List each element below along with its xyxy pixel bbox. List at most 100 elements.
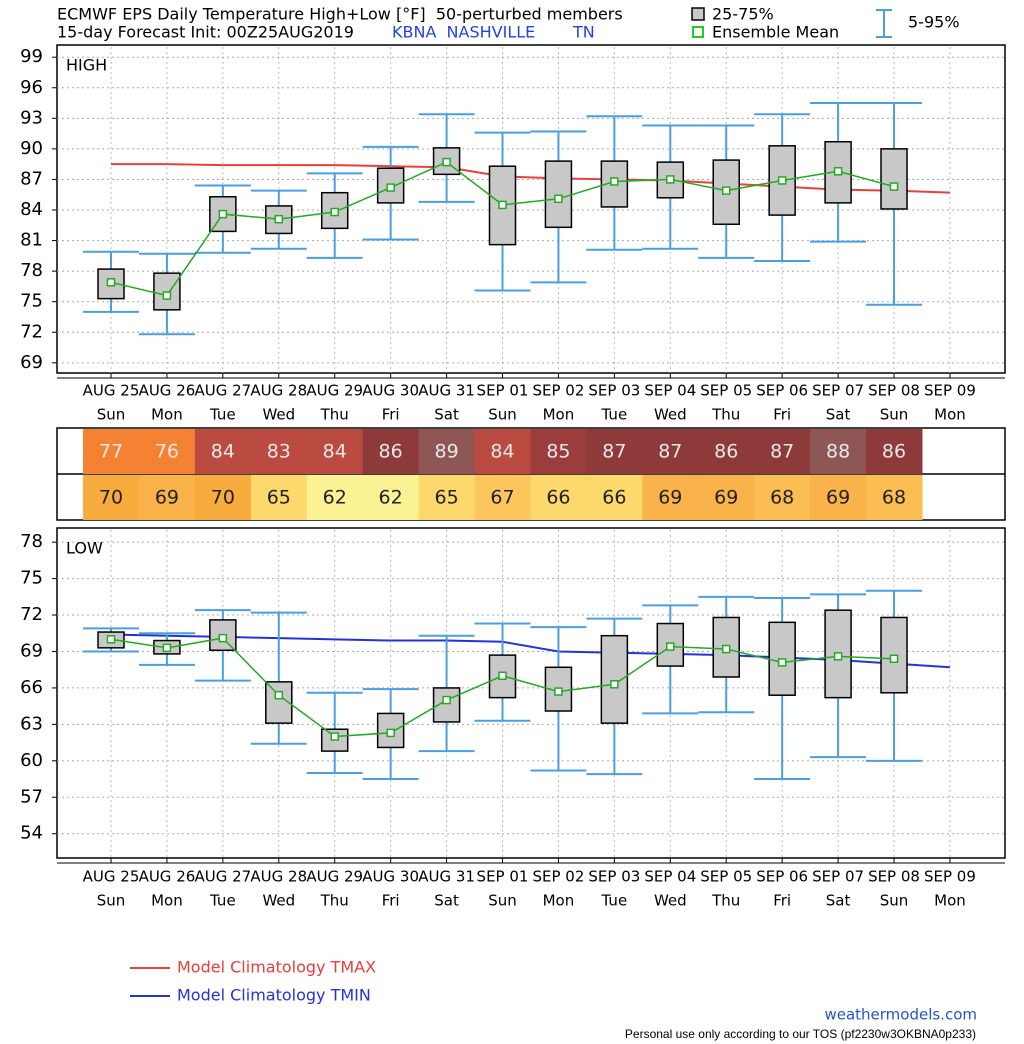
x-tick-label: SEP 02 [532,382,584,400]
mean-marker [610,680,619,689]
x-weekday-label: Sun [97,406,126,424]
table-value: 66 [602,487,626,509]
y-tick-label: 93 [20,107,43,128]
mean-marker [498,200,507,210]
table-cell [138,429,196,474]
mean-marker [666,642,675,651]
x-weekday-label: Tue [601,892,628,910]
tos-note: Personal use only according to our TOS (… [625,1027,976,1041]
mean-marker [833,652,843,661]
y-tick-label: 69 [20,640,43,661]
x-tick-label: AUG 26 [139,868,196,886]
y-tick-label: 63 [20,713,43,734]
x-weekday-label: Fri [382,892,400,910]
box [153,272,181,311]
box [880,148,908,210]
x-weekday-label: Sat [434,892,459,910]
box [824,609,852,699]
mean-marker [666,175,675,184]
state: TN [572,23,595,42]
mean-marker [442,695,451,705]
table-cell [474,475,531,520]
y-tick-label: 72 [20,321,43,342]
mean-marker [106,278,116,287]
table-cell [698,475,755,520]
x-tick-label: SEP 08 [868,868,920,886]
plot-frame [56,527,1006,859]
y-tick-label: 90 [20,138,43,159]
x-weekday-label: Mon [543,406,575,424]
x-weekday-label: Sun [97,892,126,910]
table-value: 84 [323,441,347,463]
table-value: 88 [826,441,850,463]
y-tick-label: 57 [20,786,43,807]
x-tick-label: AUG 27 [195,868,252,886]
table-value: 86 [882,441,906,463]
x-tick-label: SEP 09 [924,868,976,886]
x-weekday-label: Fri [773,406,791,424]
table-value: 84 [490,441,514,463]
legend-box: 25-75% [712,5,774,24]
legend-box-icon [691,7,705,21]
legend-mean: Ensemble Mean [712,23,839,42]
mean-marker [330,732,339,741]
table-cell [138,475,196,520]
mean-marker [721,644,731,654]
title: ECMWF EPS Daily Temperature High+Low [°F… [57,5,623,24]
mean-marker [162,291,172,300]
table-value: 83 [267,441,291,463]
x-tick-label: AUG 30 [362,382,419,400]
mean-marker [777,176,787,185]
mean-marker [498,671,507,681]
panel-label: HIGH [66,56,107,75]
mean-marker [274,214,284,224]
mean-marker [889,182,899,191]
table-value: 87 [602,441,626,463]
table-value: 68 [770,487,794,509]
x-tick-label: SEP 02 [532,868,584,886]
box [600,634,629,724]
y-tick-label: 54 [20,823,43,844]
x-tick-label: AUG 25 [83,868,140,886]
x-weekday-label: Sun [488,406,517,424]
table-cell [194,475,252,520]
mean-marker [386,183,395,192]
table-cell [474,429,531,474]
table-cell [83,475,140,520]
y-tick-label: 87 [20,168,43,189]
mean-marker [554,687,563,696]
mean-marker [610,177,619,186]
x-weekday-label: Fri [773,892,791,910]
x-tick-label: SEP 05 [700,868,752,886]
table-value: 62 [323,487,347,509]
mean-marker [218,633,228,643]
table-cell [83,429,140,474]
table-value: 70 [211,487,235,509]
x-weekday-label: Wed [262,406,295,424]
x-weekday-label: Mon [934,892,966,910]
x-weekday-label: Mon [934,406,966,424]
table-value: 77 [99,441,123,463]
mean-marker [777,658,787,667]
y-tick-label: 78 [20,260,43,281]
table-value: 69 [658,487,682,509]
table-cell [530,429,587,474]
table-cell [866,475,923,520]
x-tick-label: SEP 07 [812,382,864,400]
table-value: 66 [546,487,570,509]
x-weekday-label: Wed [262,892,295,910]
x-weekday-label: Sat [826,892,851,910]
x-weekday-label: Sat [826,406,851,424]
legend-mean-icon [692,26,704,38]
table-value: 84 [211,441,235,463]
x-weekday-label: Mon [151,406,183,424]
x-tick-label: AUG 28 [250,868,307,886]
mean-marker [386,728,395,738]
y-tick-label: 75 [20,291,43,312]
climatology-line [111,163,950,194]
table-cell [306,475,364,520]
x-weekday-label: Fri [382,406,400,424]
x-tick-label: SEP 08 [868,382,920,400]
mean-marker [721,186,731,195]
mean-marker [218,209,228,219]
